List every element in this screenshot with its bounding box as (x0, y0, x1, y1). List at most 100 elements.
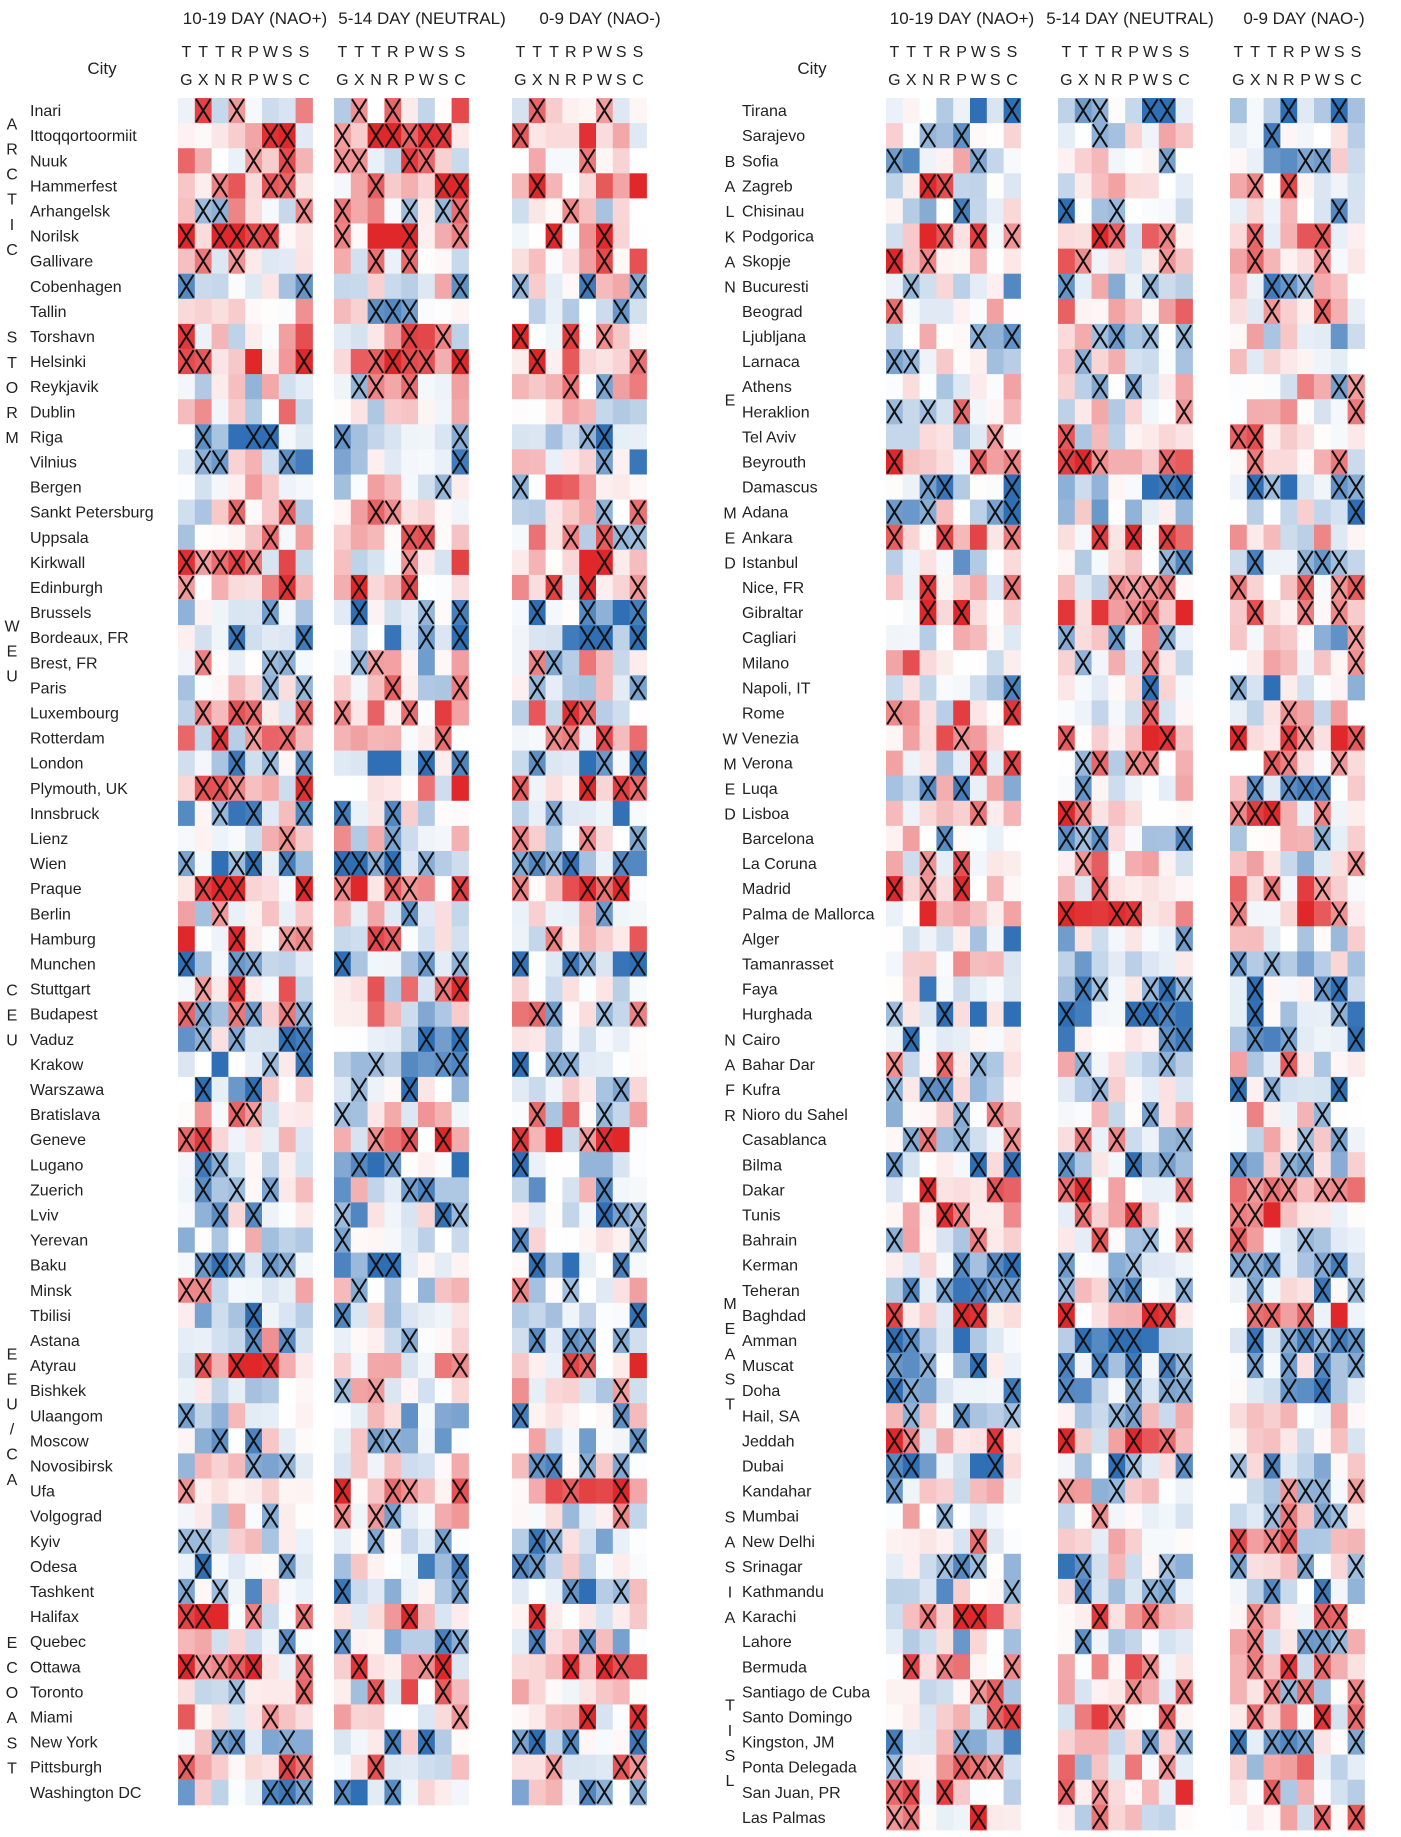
heatmap-cell (262, 1403, 280, 1429)
heatmap-cell (401, 1051, 419, 1078)
heatmap-cell (528, 775, 547, 802)
heatmap-cell (953, 1503, 971, 1530)
heatmap-cell (986, 399, 1005, 425)
cell-cross-marker (596, 1102, 613, 1127)
heatmap-cell (384, 1403, 402, 1429)
heatmap-cell (384, 700, 402, 726)
heatmap-cell (451, 1403, 469, 1429)
heatmap-cell (1125, 1503, 1143, 1530)
heatmap-cell (418, 449, 436, 475)
heatmap-cell (1125, 775, 1143, 802)
heatmap-cell (1142, 1202, 1160, 1228)
heatmap-cell (1142, 449, 1160, 475)
heatmap-cell (953, 1152, 971, 1178)
cell-cross-marker (1075, 1629, 1092, 1654)
heatmap-cell (1142, 625, 1160, 651)
cell-cross-marker (970, 1052, 987, 1077)
cell-cross-marker (1347, 650, 1365, 675)
cell-cross-marker (629, 1730, 647, 1754)
region-label: M (723, 756, 736, 773)
heatmap-cell (1347, 775, 1365, 802)
cell-cross-marker (1058, 826, 1075, 851)
cell-cross-marker (886, 1353, 903, 1378)
cell-cross-marker (1263, 1177, 1281, 1202)
heatmap-cell (178, 1102, 196, 1128)
cell-cross-marker (970, 1805, 987, 1830)
heatmap-cell (228, 374, 246, 400)
cell-cross-marker (1347, 1479, 1365, 1503)
heatmap-cell (1280, 1403, 1298, 1429)
city-label: Torshavn (30, 329, 95, 346)
heatmap-cell (194, 1102, 213, 1128)
heatmap-cell (1230, 173, 1248, 199)
cell-cross-marker (435, 324, 452, 349)
heatmap-cell (278, 323, 297, 350)
heatmap-cell (986, 1026, 1005, 1053)
heatmap-cell (512, 1629, 530, 1655)
heatmap-cell (1280, 876, 1298, 902)
heatmap-cell (1142, 474, 1160, 501)
heatmap-cell (986, 1503, 1005, 1530)
heatmap-cell (1003, 549, 1021, 576)
cell-cross-marker (987, 1755, 1004, 1780)
heatmap-cell (434, 1252, 453, 1279)
heatmap-cell (936, 901, 954, 927)
region-label: D (724, 556, 736, 573)
cell-cross-marker (334, 1579, 351, 1604)
cell-cross-marker (903, 1278, 920, 1303)
heatmap-cell (1330, 273, 1349, 300)
heatmap-cell (886, 800, 904, 827)
heatmap-cell (350, 323, 369, 350)
cell-cross-marker (1125, 1428, 1142, 1453)
heatmap-cell (295, 474, 313, 501)
heatmap-cell (545, 825, 563, 852)
heatmap-cell (178, 1679, 196, 1705)
heatmap-cell (528, 1076, 547, 1103)
heatmap-cell (1297, 876, 1315, 902)
heatmap-cell (1175, 223, 1193, 250)
heatmap-cell (1158, 951, 1177, 977)
heatmap-cell (528, 248, 547, 275)
heatmap-cell (367, 1327, 385, 1354)
heatmap-cell (970, 600, 988, 626)
heatmap-cell (295, 1528, 313, 1555)
heatmap-cell (986, 876, 1005, 902)
cell-cross-marker (401, 349, 418, 374)
heatmap-cell (545, 349, 563, 375)
cell-cross-marker (195, 776, 212, 801)
cell-cross-marker (228, 1730, 245, 1754)
heatmap-cell (1280, 901, 1298, 927)
heatmap-cell (1058, 1604, 1076, 1630)
city-label: Helsinki (30, 354, 86, 371)
heatmap-cell (512, 675, 530, 701)
heatmap-cell (919, 1277, 937, 1304)
heatmap-cell (886, 1679, 904, 1705)
heatmap-cell (1297, 1779, 1315, 1806)
city-label: Zagreb (742, 178, 793, 195)
heatmap-cell (295, 1578, 313, 1605)
heatmap-cell (262, 1127, 280, 1153)
heatmap-cell (1003, 1604, 1021, 1630)
cell-cross-marker (178, 1654, 195, 1679)
heatmap-cell (1003, 123, 1021, 149)
heatmap-cell (295, 374, 313, 400)
heatmap-cell (902, 1754, 921, 1781)
cell-cross-marker (1175, 1228, 1193, 1252)
heatmap-cell (953, 374, 971, 400)
heatmap-cell (1125, 1578, 1143, 1605)
heatmap-cell (1108, 399, 1126, 425)
heatmap-cell (1330, 123, 1349, 149)
heatmap-cell (1125, 1528, 1143, 1555)
heatmap-cell (1347, 1453, 1365, 1479)
heatmap-cell (178, 499, 196, 526)
heatmap-cell (1330, 1528, 1349, 1555)
cell-cross-marker (228, 977, 245, 1001)
cell-cross-marker (1003, 224, 1021, 248)
city-label: Napoli, IT (742, 680, 811, 697)
cell-cross-marker (228, 500, 245, 525)
cell-cross-marker (435, 123, 452, 148)
cell-cross-marker (613, 1654, 630, 1679)
heatmap-cell (245, 1227, 263, 1254)
heatmap-cell (562, 976, 580, 1003)
heatmap-cell (245, 1378, 263, 1404)
